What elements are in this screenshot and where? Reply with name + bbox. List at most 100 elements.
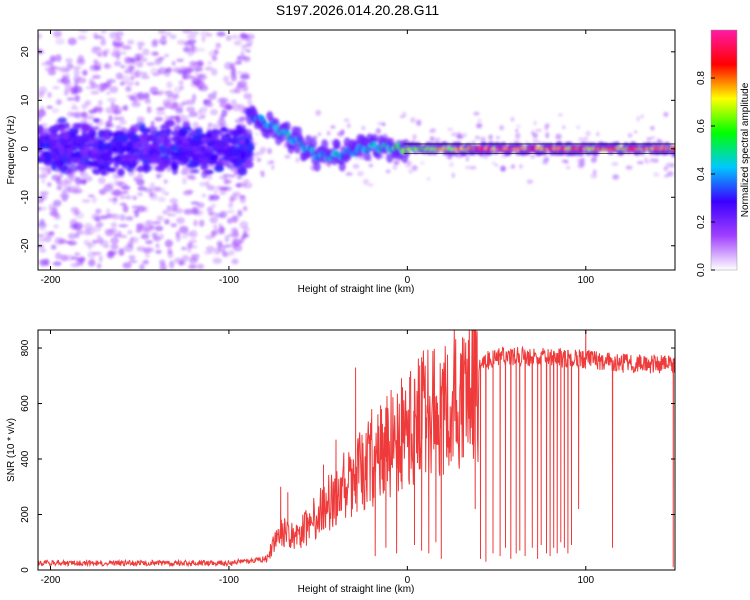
spectrogram-cell bbox=[234, 124, 246, 130]
spectrogram-cell bbox=[160, 90, 170, 94]
spectrogram-cell bbox=[181, 254, 190, 262]
spectrogram-cell bbox=[192, 121, 199, 130]
spectrogram-cell bbox=[194, 66, 204, 72]
spectrogram-cell bbox=[150, 51, 159, 57]
spectrogram-cell bbox=[125, 144, 134, 149]
spectrogram-cell bbox=[354, 156, 362, 160]
spectrogram-cell bbox=[368, 163, 374, 168]
spectrogram-cell bbox=[234, 61, 242, 65]
spectrogram-cell bbox=[166, 81, 173, 89]
spectrogram-cell bbox=[219, 210, 228, 219]
y-tick-label: 600 bbox=[20, 395, 31, 412]
spectrogram-cell bbox=[625, 165, 633, 170]
x-tick-label: -100 bbox=[219, 575, 239, 586]
spectrogram-cell bbox=[245, 49, 251, 53]
spectrogram-cell bbox=[113, 116, 121, 121]
x-tick-label: 100 bbox=[577, 275, 594, 286]
spectrogram-cell bbox=[169, 105, 179, 110]
spectrogram-cell bbox=[146, 61, 156, 67]
spectrogram-cell bbox=[164, 115, 170, 122]
spectrogram-cell bbox=[136, 178, 145, 186]
y-tick-label: -10 bbox=[20, 190, 31, 205]
spectrogram-cell bbox=[566, 166, 571, 169]
spectrogram-cell bbox=[97, 176, 106, 185]
spectrogram-cell bbox=[526, 179, 534, 185]
spectrogram-cell bbox=[189, 48, 198, 54]
spectrogram-cell bbox=[185, 115, 192, 119]
spectrogram-cell bbox=[64, 84, 73, 93]
snr-series-line bbox=[38, 330, 675, 568]
spectrogram-cell bbox=[590, 173, 598, 179]
spectrogram-cell bbox=[377, 122, 385, 126]
spectrogram-cell bbox=[52, 261, 62, 266]
spectrogram-cell bbox=[139, 264, 145, 270]
spectrogram-cell bbox=[313, 161, 321, 172]
spectrogram-cell bbox=[185, 189, 194, 194]
spectrogram-cell bbox=[75, 188, 83, 194]
y-tick-label: 400 bbox=[20, 450, 31, 467]
spectrogram-cell bbox=[113, 60, 122, 67]
spectrogram-cell bbox=[201, 35, 206, 43]
spectrogram-cell bbox=[74, 184, 81, 189]
spectrogram-cell bbox=[122, 104, 129, 111]
spectrogram-cell bbox=[180, 259, 187, 266]
spectrogram-cell bbox=[81, 123, 90, 132]
spectrogram-cell bbox=[72, 66, 82, 70]
spectrogram-cell bbox=[186, 106, 196, 113]
spectrogram-cell bbox=[451, 132, 458, 137]
spectrogram-cell bbox=[165, 208, 176, 212]
spectrogram-cell bbox=[38, 153, 45, 163]
spectrogram-cell bbox=[213, 189, 219, 195]
spectrogram-cell bbox=[253, 151, 260, 158]
spectrogram-cell bbox=[236, 70, 243, 75]
spectrogram-cell bbox=[515, 132, 521, 139]
spectrogram-cell bbox=[85, 227, 96, 235]
spectrogram-cell bbox=[446, 154, 453, 160]
spectrogram-cell bbox=[190, 207, 199, 215]
spectrogram-cell bbox=[233, 40, 242, 46]
spectrogram-cell bbox=[170, 130, 181, 136]
spectrogram-cell bbox=[583, 136, 589, 141]
spectrogram-cell bbox=[656, 138, 661, 144]
spectrogram-cell bbox=[88, 78, 94, 83]
spectrogram-cell bbox=[562, 125, 566, 130]
spectrogram-cell bbox=[55, 38, 65, 45]
spectrogram-cell bbox=[38, 234, 45, 238]
spectrogram-cell bbox=[146, 126, 158, 133]
spectrogram-cell bbox=[41, 178, 46, 184]
spectrogram-cell bbox=[66, 62, 74, 70]
spectrogram-cell bbox=[464, 165, 472, 170]
spectrogram-cell bbox=[74, 252, 81, 256]
spectrogram-cell bbox=[126, 81, 135, 86]
spectrogram-cell bbox=[210, 203, 217, 209]
spectrogram-cell bbox=[202, 101, 213, 106]
spectrogram-cell bbox=[663, 111, 669, 118]
spectrogram-cell bbox=[99, 169, 110, 176]
spectrogram-cell bbox=[237, 209, 243, 217]
spectrogram-cell bbox=[484, 155, 489, 159]
spectrogram-cell bbox=[164, 69, 171, 77]
spectrogram-cell bbox=[49, 207, 58, 212]
spectrogram-cell bbox=[38, 91, 43, 100]
spectrogram-cell bbox=[82, 112, 88, 120]
spectrogram-cell bbox=[198, 61, 204, 67]
spectrogram-cell bbox=[39, 226, 46, 231]
colorbar-tick-label: 0.6 bbox=[696, 119, 707, 133]
spectrogram-cell bbox=[56, 185, 63, 191]
spectrogram-cell bbox=[38, 206, 42, 212]
spectrogram-cell bbox=[434, 137, 441, 142]
spectrogram-cell bbox=[229, 62, 236, 70]
spectrogram-cell bbox=[519, 164, 523, 169]
spectrogram-cell bbox=[356, 171, 364, 177]
spectrogram-cell bbox=[243, 179, 250, 183]
spectrogram-cell bbox=[186, 34, 197, 39]
spectrogram-cell bbox=[163, 120, 175, 126]
spectrogram-cell bbox=[535, 129, 542, 132]
spectrogram-cell bbox=[154, 57, 162, 66]
spectrogram-cell bbox=[98, 138, 106, 145]
spectrogram-cell bbox=[451, 172, 455, 179]
spectrogram-cell bbox=[120, 190, 129, 194]
spectrogram-cell bbox=[361, 125, 366, 131]
spectrogram-cell bbox=[144, 187, 154, 193]
